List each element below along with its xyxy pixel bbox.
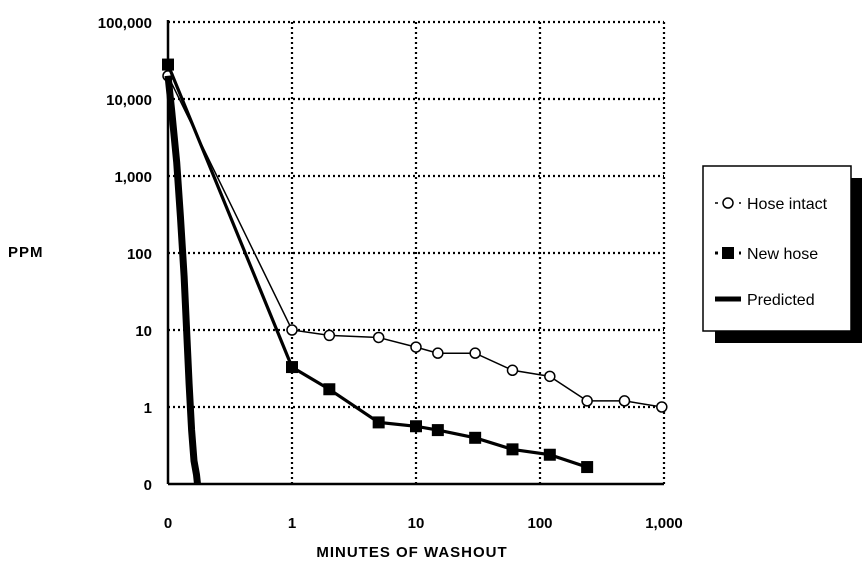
x-tick-label: 0: [164, 515, 172, 532]
data-point-square: [469, 431, 482, 444]
y-tick-label: 100: [127, 246, 152, 263]
data-point-circle: [323, 329, 336, 342]
data-point-square: [162, 58, 174, 71]
legend-swatch-marker: [722, 197, 734, 209]
x-tick-label: 100: [527, 515, 552, 532]
data-point-square: [431, 424, 444, 437]
data-point-circle: [506, 364, 519, 377]
data-point-square: [506, 443, 519, 456]
series-hose-intact: [162, 70, 668, 413]
legend-label: Predicted: [747, 292, 815, 309]
data-point-square: [286, 361, 298, 374]
data-point-circle: [432, 347, 444, 359]
series-line: [167, 75, 662, 408]
y-tick-label: 0: [144, 477, 152, 494]
data-point-square: [410, 420, 422, 433]
series-line: [166, 63, 588, 469]
legend-item-predicted: Predicted: [715, 292, 815, 309]
y-tick-label: 1: [144, 400, 152, 417]
x-tick-label: 1: [288, 515, 296, 532]
y-tick-label: 100,000: [98, 15, 152, 32]
tick-labels: 0 1 10 100 1,000 0 1 10 100 1,000 10,000 100,000: [98, 15, 683, 532]
data-point-square: [323, 383, 336, 396]
data-point-circle: [618, 395, 631, 407]
series-new-hose: [162, 58, 594, 474]
legend-item-hose-intact: Hose intact: [715, 196, 828, 213]
y-tick-label: 10: [135, 323, 152, 340]
data-point-circle: [469, 347, 481, 359]
data-point-circle: [410, 341, 422, 353]
legend-swatch-marker: [722, 247, 734, 259]
grid: [168, 20, 666, 484]
legend: Hose intact New hose Predicted: [702, 165, 862, 343]
series-layer: [162, 58, 668, 485]
y-axis-label: PPM: [8, 244, 44, 261]
series-line: [164, 75, 201, 485]
legend-label: Hose intact: [747, 196, 828, 213]
y-tick-label: 1,000: [114, 169, 152, 186]
legend-label: New hose: [747, 246, 818, 263]
data-point-square: [543, 448, 556, 461]
series-predicted: [164, 75, 201, 485]
x-axis-label: MINUTES OF WASHOUT: [316, 544, 507, 561]
x-tick-label: 1,000: [645, 515, 683, 532]
y-tick-label: 10,000: [106, 92, 152, 109]
data-point-square: [372, 416, 385, 429]
data-point-square: [581, 461, 594, 474]
data-point-circle: [581, 395, 593, 407]
data-point-circle: [656, 401, 668, 413]
data-point-circle: [372, 331, 385, 344]
legend-item-new-hose: New hose: [715, 246, 818, 263]
data-point-circle: [286, 324, 298, 336]
x-tick-label: 10: [408, 515, 425, 532]
data-point-circle: [544, 370, 556, 383]
